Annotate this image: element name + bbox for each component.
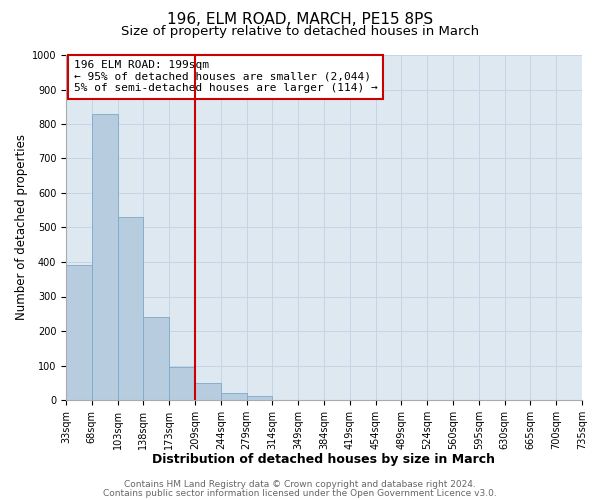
Text: Size of property relative to detached houses in March: Size of property relative to detached ho… — [121, 25, 479, 38]
Bar — [247, 396, 272, 400]
Bar — [143, 317, 169, 400]
Bar — [195, 383, 221, 400]
Bar — [92, 114, 118, 400]
Bar — [66, 266, 92, 400]
Bar — [221, 393, 247, 400]
Text: 196 ELM ROAD: 199sqm
← 95% of detached houses are smaller (2,044)
5% of semi-det: 196 ELM ROAD: 199sqm ← 95% of detached h… — [74, 60, 377, 94]
Text: Contains HM Land Registry data © Crown copyright and database right 2024.: Contains HM Land Registry data © Crown c… — [124, 480, 476, 489]
Text: 196, ELM ROAD, MARCH, PE15 8PS: 196, ELM ROAD, MARCH, PE15 8PS — [167, 12, 433, 28]
Bar — [169, 367, 195, 400]
Y-axis label: Number of detached properties: Number of detached properties — [14, 134, 28, 320]
Text: Contains public sector information licensed under the Open Government Licence v3: Contains public sector information licen… — [103, 488, 497, 498]
X-axis label: Distribution of detached houses by size in March: Distribution of detached houses by size … — [152, 454, 496, 466]
Bar — [118, 217, 143, 400]
